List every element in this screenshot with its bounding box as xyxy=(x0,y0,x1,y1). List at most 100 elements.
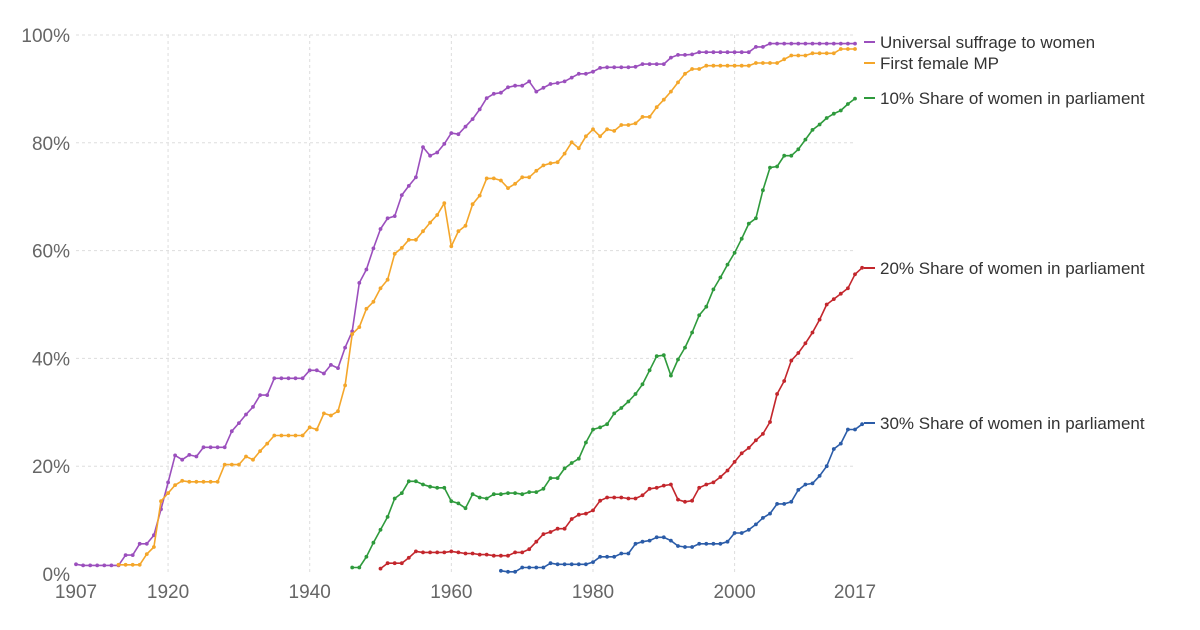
y-tick-label: 80% xyxy=(32,134,70,155)
x-tick-label: 2000 xyxy=(713,582,755,603)
data-point xyxy=(661,97,666,102)
data-point xyxy=(215,479,220,484)
data-point xyxy=(647,368,652,373)
data-point xyxy=(775,164,779,169)
data-point xyxy=(378,286,383,291)
data-point xyxy=(548,476,553,480)
data-point xyxy=(137,562,142,567)
data-point xyxy=(449,549,454,554)
data-point xyxy=(399,193,404,198)
data-point xyxy=(853,41,857,46)
data-point xyxy=(293,376,298,381)
data-point xyxy=(661,353,666,358)
data-point xyxy=(619,406,624,410)
data-point xyxy=(336,366,340,370)
data-point xyxy=(640,539,645,544)
data-point xyxy=(619,65,624,70)
data-point xyxy=(180,478,185,483)
data-point xyxy=(152,545,156,549)
data-point xyxy=(676,497,680,502)
data-point xyxy=(661,483,666,488)
data-point xyxy=(584,511,588,516)
data-point xyxy=(499,90,503,95)
data-point xyxy=(173,483,178,487)
data-point xyxy=(789,41,794,46)
data-point xyxy=(810,41,815,46)
data-point xyxy=(647,486,652,491)
data-point xyxy=(605,495,609,500)
data-point xyxy=(676,53,680,57)
data-point xyxy=(725,262,730,267)
data-point xyxy=(584,71,588,76)
data-point xyxy=(619,495,624,500)
data-point xyxy=(810,51,815,56)
data-point xyxy=(74,562,78,567)
data-point xyxy=(718,50,723,55)
data-point xyxy=(484,552,489,557)
data-point xyxy=(385,216,390,221)
data-point xyxy=(555,526,560,531)
data-point xyxy=(548,161,553,166)
data-point xyxy=(385,561,390,566)
data-point xyxy=(534,539,539,544)
data-point xyxy=(739,50,744,55)
data-point xyxy=(803,53,808,58)
data-point xyxy=(555,562,560,567)
data-point xyxy=(803,137,808,142)
data-point xyxy=(591,69,595,74)
data-point xyxy=(838,108,843,113)
data-point xyxy=(690,498,694,503)
data-point xyxy=(626,496,631,501)
data-point xyxy=(421,550,425,555)
data-point xyxy=(761,45,765,49)
data-point xyxy=(88,563,93,568)
data-point xyxy=(364,267,369,272)
data-point xyxy=(817,474,822,478)
data-point xyxy=(272,433,277,438)
data-point xyxy=(201,479,206,484)
data-point xyxy=(711,480,716,485)
data-point xyxy=(470,551,475,556)
data-point xyxy=(513,491,517,495)
data-point xyxy=(534,168,539,173)
data-point xyxy=(669,538,673,543)
data-point xyxy=(576,562,581,567)
data-point xyxy=(619,551,624,556)
data-point xyxy=(428,484,432,489)
data-point xyxy=(796,147,801,152)
legend-label: 10% Share of women in parliament xyxy=(880,89,1145,108)
series-line xyxy=(352,97,856,569)
data-point xyxy=(626,551,631,556)
data-point xyxy=(761,61,765,65)
data-point xyxy=(591,427,595,432)
data-point xyxy=(789,499,794,504)
data-point xyxy=(357,565,362,570)
data-point xyxy=(442,485,447,490)
data-point xyxy=(378,527,383,532)
data-point xyxy=(166,480,171,485)
data-point xyxy=(647,115,652,119)
data-point xyxy=(576,146,581,151)
data-point xyxy=(732,460,737,464)
legend-entry: 30% Share of women in parliament xyxy=(864,414,1145,433)
data-point xyxy=(669,89,673,94)
data-point xyxy=(371,299,376,304)
data-point xyxy=(810,127,815,132)
data-point xyxy=(584,134,588,139)
data-point xyxy=(831,41,836,46)
data-point xyxy=(187,479,192,484)
data-point xyxy=(307,425,312,430)
data-point xyxy=(831,297,836,301)
data-point xyxy=(838,441,843,446)
data-point xyxy=(201,445,206,450)
data-point xyxy=(442,201,447,206)
data-point xyxy=(796,53,801,58)
data-point xyxy=(541,565,546,570)
data-point xyxy=(711,50,716,55)
legend: Universal suffrage to women First female … xyxy=(864,33,1145,433)
x-tick-label: 1920 xyxy=(147,582,189,603)
legend-label: 20% Share of women in parliament xyxy=(880,259,1145,278)
data-point xyxy=(527,175,532,180)
series-3 xyxy=(378,265,864,571)
data-point xyxy=(470,492,475,497)
